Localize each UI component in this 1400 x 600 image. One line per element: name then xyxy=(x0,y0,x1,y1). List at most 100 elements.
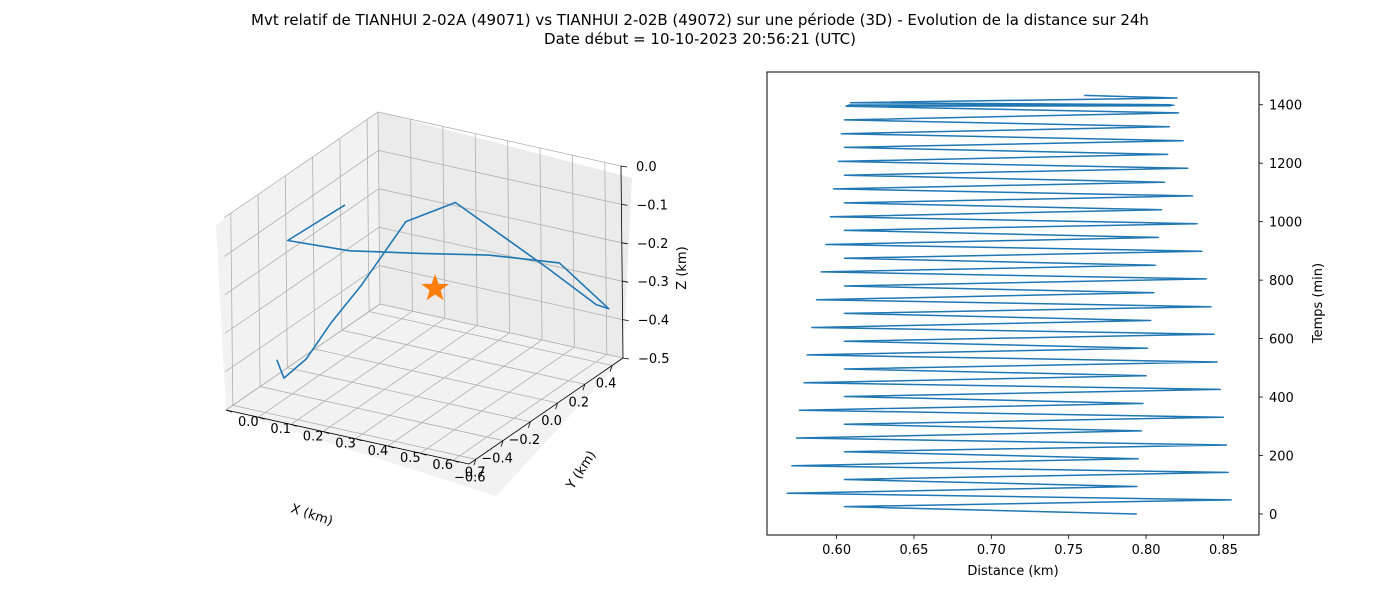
y-tick-label: 0.4 xyxy=(368,444,389,459)
x-tick-label: −0.4 xyxy=(481,452,513,467)
y-grid-floor xyxy=(387,339,543,447)
y-axis-label: Y (km) xyxy=(563,448,599,493)
x-tick-label: −0.2 xyxy=(509,433,541,448)
z-tick xyxy=(622,280,629,283)
y-tick xyxy=(323,431,330,434)
x-grid-floor xyxy=(232,404,476,460)
z-axis-line xyxy=(620,165,624,359)
y-grid-wall xyxy=(474,133,478,326)
z-grid-left xyxy=(223,111,379,219)
orbit-path xyxy=(276,201,610,379)
z-grid-left xyxy=(225,303,381,411)
y-tick xyxy=(258,416,265,420)
y-grid-wall xyxy=(410,119,413,312)
y-grid-floor xyxy=(322,325,478,432)
y-grid-floor xyxy=(355,332,510,440)
y-tick-label: 1400 xyxy=(1269,99,1302,114)
z-tick xyxy=(620,165,628,168)
x-tick xyxy=(609,365,613,372)
y-grid-floor xyxy=(420,346,575,454)
y-tick xyxy=(225,409,233,413)
ticks-3d: −0.6−0.4−0.20.00.20.40.0 0.1 0.2 0.3 0.4 0.5 0… xyxy=(225,160,670,485)
figure-subtitle: Date début = 10-10-2023 20:56:21 (UTC) xyxy=(544,30,856,48)
y-grid-wall xyxy=(604,162,608,355)
x-tick-label: 0.80 xyxy=(1132,543,1161,558)
y-grid-wall xyxy=(539,147,543,341)
z-grid-right xyxy=(378,150,622,205)
z-tick-label: −0.4 xyxy=(638,314,670,329)
z-tick-label: −0.2 xyxy=(637,237,669,252)
star-marker xyxy=(421,274,449,301)
y-tick-label: 0.3 xyxy=(335,437,356,452)
figure-title: Mvt relatif de TIANHUI 2-02A (49071) vs … xyxy=(251,11,1149,29)
z-tick-label: 0.0 xyxy=(636,160,657,175)
orbit-line xyxy=(276,201,610,379)
distance-time-axes: 0.60 0.65 0.70 0.75 0.80 0.85 0 200 400 600 800 100… xyxy=(766,71,1326,579)
x-grid-wall xyxy=(339,138,343,331)
x-grid-wall xyxy=(312,157,315,350)
z-grid-left xyxy=(224,226,380,334)
x-axis-line xyxy=(468,357,624,465)
z-tick xyxy=(622,319,629,321)
y-axis-line xyxy=(225,409,470,465)
y-tick-label: 800 xyxy=(1269,274,1294,289)
z-tick xyxy=(621,242,628,245)
x-axis-label: X (km) xyxy=(289,502,335,530)
x-tick xyxy=(500,440,504,447)
x-grid-floor xyxy=(369,311,613,366)
y-tick-label: 0.6 xyxy=(432,458,453,473)
x-tick-label: 0.85 xyxy=(1209,543,1238,558)
z-grid-left xyxy=(224,188,380,296)
y-tick-label: 400 xyxy=(1269,391,1294,406)
z-pane xyxy=(226,304,623,496)
y-tick-label: 0.5 xyxy=(400,451,421,466)
y-grid-floor xyxy=(290,318,446,425)
x-tick-label: 0.75 xyxy=(1054,543,1083,558)
y-grid-wall xyxy=(572,155,575,348)
x-tick-label: −0.6 xyxy=(454,470,486,485)
x-grid-wall xyxy=(284,175,288,368)
x-grid-floor xyxy=(341,329,585,385)
x-tick xyxy=(527,421,531,428)
y-tick-label: 1200 xyxy=(1269,157,1302,172)
z-tick-label: −0.3 xyxy=(637,275,669,290)
distance-series xyxy=(786,94,1232,515)
y-tick xyxy=(290,424,297,427)
y-tick xyxy=(452,460,459,463)
y-tick-label: 0.7 xyxy=(465,465,486,480)
y-grid-wall xyxy=(377,111,381,305)
grid-3d xyxy=(223,111,624,461)
z-grid-right xyxy=(379,226,623,282)
x-grid-floor xyxy=(287,367,531,423)
z-tick-label: −0.1 xyxy=(636,198,668,213)
z-tick xyxy=(621,204,628,206)
z-grid-right xyxy=(379,265,623,320)
y-tick-label: 0.2 xyxy=(303,429,324,444)
x-tick xyxy=(582,384,586,391)
x-tick-label: 0.4 xyxy=(596,377,617,392)
x-tick-label: 0.65 xyxy=(900,543,929,558)
ticks-2d: 0.60 0.65 0.70 0.75 0.80 0.85 0 200 400 600 800 100… xyxy=(822,99,1302,558)
z-grid-right xyxy=(379,303,624,359)
y-tick-label: 1000 xyxy=(1269,216,1302,231)
x-tick xyxy=(473,459,477,466)
z-grid-left xyxy=(224,150,379,257)
star-marker-shape xyxy=(421,274,449,301)
z-axis-label: Z (km) xyxy=(675,246,690,289)
x-grid-floor xyxy=(259,386,504,441)
time-axis-label: Temps (min) xyxy=(1311,263,1326,344)
x-grid-wall xyxy=(230,213,234,406)
y-tick-label: 600 xyxy=(1269,333,1294,348)
z-grid-right xyxy=(378,188,622,244)
y-tick-label: 0 xyxy=(1269,508,1277,523)
x-tick-label: 0.60 xyxy=(822,543,851,558)
z-tick xyxy=(622,357,630,360)
z-grid-right xyxy=(377,111,622,167)
z-tick-label: −0.5 xyxy=(638,352,670,367)
x-tick-label: 0.2 xyxy=(568,395,589,410)
x-tick-label: 0.0 xyxy=(541,414,562,429)
y-tick xyxy=(420,452,427,456)
y-grid-floor xyxy=(452,354,608,461)
distance-axis-label: Distance (km) xyxy=(967,564,1058,579)
